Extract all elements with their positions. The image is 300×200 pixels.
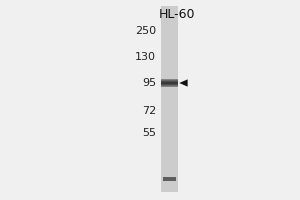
Text: 72: 72 (142, 106, 156, 116)
Bar (163, 177, 176, 181)
Polygon shape (179, 79, 188, 87)
Bar (161, 81, 178, 82)
Text: 95: 95 (142, 78, 156, 88)
Bar (161, 83, 178, 84)
Bar (161, 86, 178, 87)
Bar (161, 80, 178, 81)
Text: 55: 55 (142, 128, 156, 138)
Text: 130: 130 (135, 52, 156, 62)
Text: HL-60: HL-60 (159, 8, 195, 21)
Bar (161, 82, 178, 83)
Bar (161, 84, 178, 85)
Bar (161, 6, 178, 192)
Bar (161, 85, 178, 86)
Text: 250: 250 (135, 26, 156, 36)
Bar (161, 79, 178, 80)
